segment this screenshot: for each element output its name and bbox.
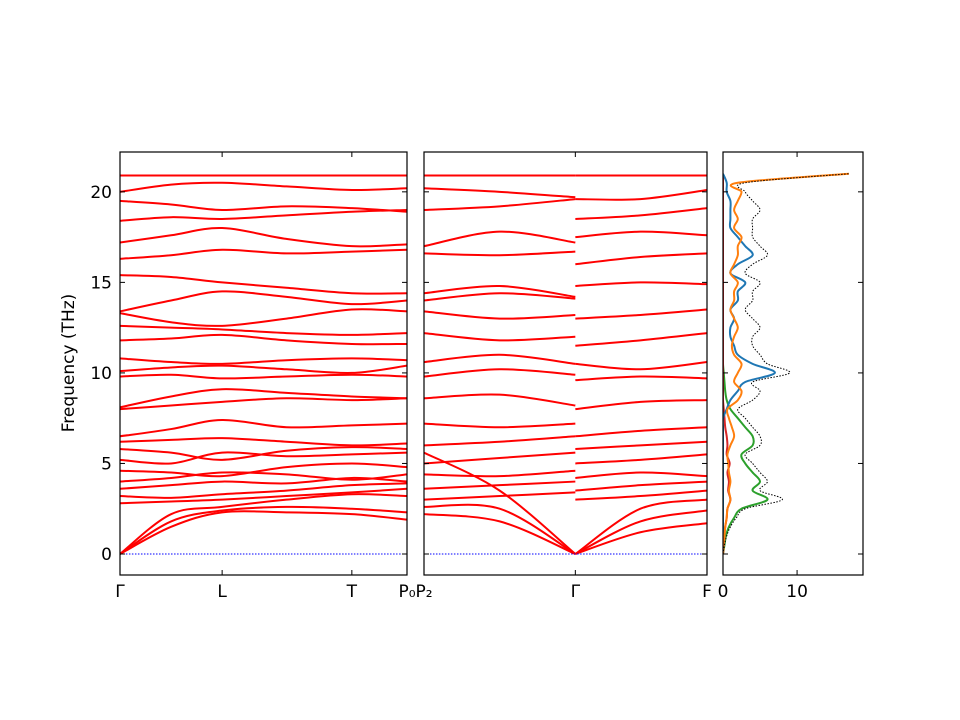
band-line: [424, 292, 576, 302]
band-line: [120, 493, 407, 555]
band-line: [120, 181, 407, 193]
band-line: [424, 469, 576, 478]
dos-line: [723, 173, 776, 554]
band-line: [424, 393, 576, 407]
band-line: [120, 462, 407, 478]
band-line: [575, 426, 707, 438]
band-line: [120, 388, 407, 409]
band-line: [120, 208, 407, 222]
band-line: [120, 471, 407, 483]
band-line: [120, 364, 407, 374]
band-line: [575, 308, 707, 320]
band-line: [120, 324, 407, 336]
panel-frame: [119, 151, 408, 576]
band-line: [120, 290, 407, 313]
band-line: [575, 207, 707, 220]
band-line: [424, 503, 576, 555]
band-line: [575, 489, 707, 501]
band-line: [575, 375, 707, 382]
y-tick-label: 15: [90, 273, 112, 293]
band-line: [120, 248, 407, 260]
band-line: [424, 250, 576, 257]
band-line: [575, 453, 707, 465]
x-tick-label: P₀: [398, 582, 415, 602]
band-line: [120, 373, 407, 380]
band-line: [575, 471, 707, 479]
band-line: [424, 368, 576, 378]
band-line: [575, 440, 707, 450]
band-line: [120, 451, 407, 465]
y-axis-label: Frequency (THz): [59, 294, 79, 433]
x-tick-label: F: [702, 582, 712, 602]
dos-line: [723, 173, 769, 555]
x-tick-label: 0: [718, 582, 729, 602]
band-line: [424, 451, 576, 555]
band-line: [120, 446, 407, 461]
band-line: [120, 274, 407, 295]
band-line: [120, 482, 407, 499]
x-tick-label: Γ: [115, 582, 125, 602]
band-line: [424, 284, 576, 298]
band-line: [120, 476, 407, 490]
band-line: [120, 397, 407, 411]
band-line: [575, 332, 707, 347]
band-line: [424, 187, 576, 199]
x-tick-label: P₂: [415, 582, 432, 602]
band-line: [120, 357, 407, 365]
band-line: [120, 199, 407, 213]
band-line: [120, 418, 407, 438]
band-line: [424, 491, 576, 501]
band-line: [424, 310, 576, 320]
band-line: [120, 227, 407, 248]
band-line: [575, 480, 707, 492]
band-line: [575, 189, 707, 201]
dos-line: [723, 172, 850, 555]
band-line: [575, 399, 707, 411]
band-line: [575, 230, 707, 239]
band-line: [574, 498, 707, 555]
x-tick-label: Γ: [571, 582, 581, 602]
band-line: [120, 487, 407, 505]
x-tick-label: L: [217, 582, 227, 602]
band-line: [120, 510, 407, 555]
band-line: [575, 361, 707, 371]
y-tick-label: 10: [90, 364, 112, 384]
panel-frame: [423, 151, 708, 576]
y-tick-label: 5: [101, 454, 112, 474]
band-line: [424, 480, 576, 490]
x-tick-label: 10: [786, 582, 808, 602]
band-line: [575, 281, 707, 287]
panel-frame: [722, 151, 864, 576]
band-line: [575, 252, 707, 266]
band-line: [424, 353, 576, 365]
band-line: [424, 332, 576, 342]
band-line: [574, 509, 707, 555]
x-tick-label: T: [346, 582, 358, 602]
band-line: [424, 513, 576, 555]
band-line: [575, 522, 707, 555]
y-tick-label: 0: [101, 545, 112, 565]
band-line: [120, 333, 407, 346]
dos-line: [723, 173, 849, 555]
band-line: [424, 422, 576, 429]
band-line: [424, 198, 576, 211]
band-line: [424, 230, 576, 248]
band-line: [120, 437, 407, 447]
band-line: [120, 505, 407, 555]
band-line: [424, 451, 576, 465]
y-tick-label: 20: [90, 183, 112, 203]
band-line: [120, 308, 407, 327]
band-line: [424, 435, 576, 447]
